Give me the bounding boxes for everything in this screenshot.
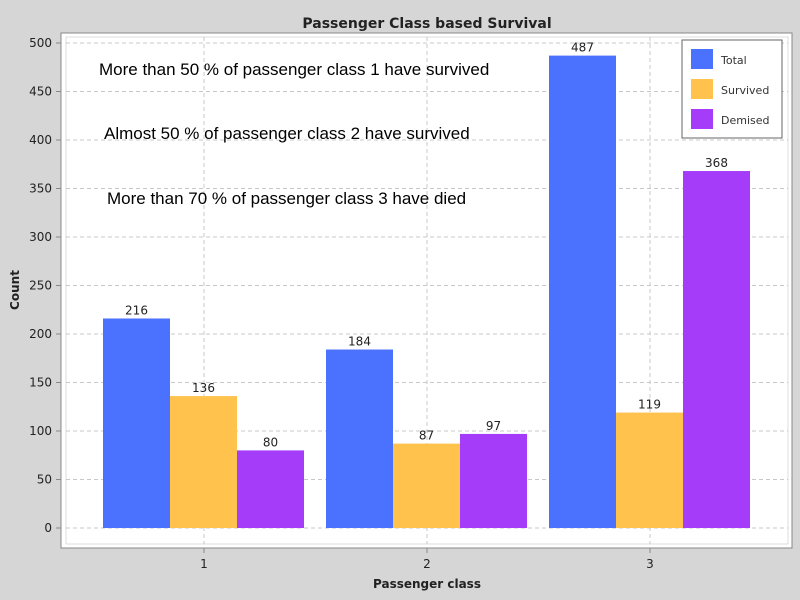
y-tick-label: 450	[29, 85, 52, 99]
data-label-total-class-3: 487	[571, 41, 594, 55]
data-label-demised-class-1: 80	[263, 435, 278, 449]
data-label-demised-class-2: 97	[486, 419, 501, 433]
legend: Total Survived Demised	[681, 39, 783, 139]
data-label-total-class-2: 184	[348, 335, 371, 349]
legend-label-survived: Survived	[721, 84, 769, 97]
legend-swatch-demised	[691, 109, 713, 129]
data-label-survived-class-2: 87	[419, 429, 434, 443]
data-label-survived-class-1: 136	[192, 381, 215, 395]
bar-survived-class-3	[616, 412, 683, 528]
y-tick-label: 150	[29, 376, 52, 390]
legend-swatch-survived	[691, 79, 713, 99]
y-tick-label: 250	[29, 279, 52, 293]
y-tick-label: 500	[29, 36, 52, 50]
y-tick-label: 0	[44, 521, 52, 535]
bar-demised-class-1	[237, 450, 304, 528]
x-tick-label: 3	[646, 557, 654, 571]
chart-title: Passenger Class based Survival	[302, 16, 551, 32]
annotation-class-3: More than 70 % of passenger class 3 have…	[107, 189, 466, 208]
data-label-total-class-1: 216	[125, 303, 148, 317]
bar-survived-class-2	[393, 443, 460, 528]
y-tick-label: 50	[37, 473, 52, 487]
bar-total-class-2	[326, 349, 393, 528]
annotation-class-2: Almost 50 % of passenger class 2 have su…	[104, 124, 470, 143]
legend-swatch-total	[691, 49, 713, 69]
bar-demised-class-2	[460, 433, 527, 528]
data-label-demised-class-3: 368	[705, 156, 728, 170]
x-axis-label: Passenger class	[373, 577, 481, 591]
y-axis-label: Count	[8, 270, 22, 310]
data-labels: 216 184 487 136 87 119 80 97 368	[125, 41, 728, 450]
legend-label-total: Total	[720, 54, 747, 67]
y-tick-label: 350	[29, 182, 52, 196]
y-tick-label: 200	[29, 327, 52, 341]
annotation-class-1: More than 50 % of passenger class 1 have…	[99, 60, 489, 79]
bar-demised-class-3	[683, 171, 750, 529]
bar-survived-class-1	[170, 396, 237, 528]
x-axis-ticks: 1 2 3	[200, 548, 654, 571]
y-axis-ticks: 0 50 100 150 200 250 300 350 400 450 500	[29, 36, 61, 535]
y-tick-label: 300	[29, 230, 52, 244]
y-tick-label: 100	[29, 424, 52, 438]
bar-total-class-3	[549, 55, 616, 529]
annotations: More than 50 % of passenger class 1 have…	[99, 60, 489, 208]
legend-label-demised: Demised	[721, 114, 770, 127]
y-tick-label: 400	[29, 133, 52, 147]
x-tick-label: 1	[200, 557, 208, 571]
x-tick-label: 2	[423, 557, 431, 571]
bar-total-class-1	[103, 318, 170, 528]
bars	[103, 55, 750, 529]
data-label-survived-class-3: 119	[638, 398, 661, 412]
